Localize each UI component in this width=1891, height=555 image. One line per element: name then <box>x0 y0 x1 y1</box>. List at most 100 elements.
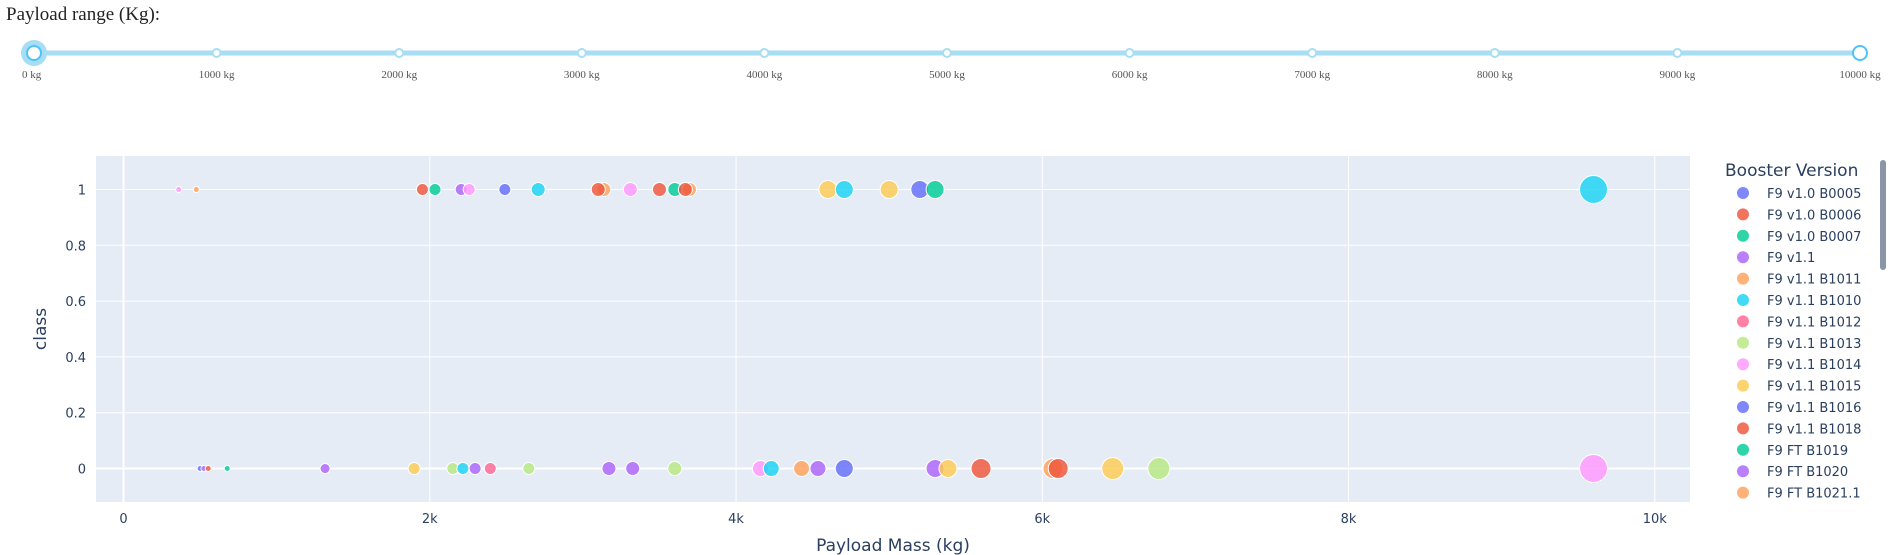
payload-range-slider[interactable]: 0 kg 1000 kg 2000 kg 3000 kg 4000 kg 5000 kg 6… <box>0 0 1891 100</box>
scatter-point[interactable] <box>462 182 476 196</box>
scatter-point[interactable] <box>1042 458 1064 480</box>
scatter-point[interactable] <box>925 179 945 199</box>
scatter-point[interactable] <box>530 181 546 197</box>
scatter-point[interactable] <box>590 181 606 197</box>
slider-tick-label: 4000 kg <box>747 69 783 81</box>
plot-area <box>96 156 1690 502</box>
legend-scrollbar[interactable] <box>1880 160 1886 270</box>
legend-marker[interactable] <box>1737 379 1749 392</box>
legend-title: Booster Version <box>1725 161 1858 181</box>
legend-entry[interactable]: F9 v1.1 B1011 <box>1767 273 1861 288</box>
legend-marker[interactable] <box>1737 401 1749 413</box>
scatter-point[interactable] <box>1147 457 1171 481</box>
scatter-point[interactable] <box>751 460 769 478</box>
legend-entry[interactable]: F9 v1.0 B0006 <box>1767 208 1861 223</box>
y-tick-label: 0 <box>78 463 86 478</box>
scatter-point[interactable] <box>1579 454 1609 484</box>
legend-marker[interactable] <box>1737 272 1749 285</box>
scatter-point[interactable] <box>454 182 468 196</box>
slider-high-handle[interactable] <box>1852 45 1868 61</box>
slider-tick-label: 9000 kg <box>1660 69 1696 81</box>
legend-entry[interactable]: F9 v1.1 <box>1767 251 1815 266</box>
slider-tick-label: 10000 kg <box>1839 69 1881 81</box>
scatter-point[interactable] <box>407 462 421 476</box>
legend-entry[interactable]: F9 v1.1 B1014 <box>1767 358 1861 373</box>
scatter-point[interactable] <box>601 461 617 477</box>
x-tick-label: 8k <box>1341 512 1357 527</box>
legend-marker[interactable] <box>1737 187 1749 199</box>
legend-entry[interactable]: F9 v1.0 B0007 <box>1767 230 1861 245</box>
scatter-point[interactable] <box>446 462 460 476</box>
scatter-point[interactable] <box>834 459 854 479</box>
slider-tick-dot <box>576 48 587 58</box>
scatter-point[interactable] <box>667 461 683 477</box>
scatter-point[interactable] <box>834 179 854 199</box>
legend-entry[interactable]: F9 v1.1 B1015 <box>1767 380 1861 395</box>
scatter-point[interactable] <box>793 460 811 478</box>
scatter-point[interactable] <box>1047 458 1069 480</box>
scatter-point[interactable] <box>319 463 331 475</box>
scatter-point[interactable] <box>192 185 200 193</box>
legend-marker[interactable] <box>1737 251 1749 264</box>
legend-entry[interactable]: F9 v1.0 B0005 <box>1767 187 1861 202</box>
scatter-point[interactable] <box>1579 174 1609 204</box>
legend-marker[interactable] <box>1737 422 1749 435</box>
legend-marker[interactable] <box>1737 486 1749 499</box>
scatter-point[interactable] <box>415 182 429 196</box>
scatter-point[interactable] <box>1101 457 1125 481</box>
legend-entry[interactable]: F9 v1.1 B1018 <box>1767 422 1861 437</box>
scatter-point[interactable] <box>596 181 612 197</box>
slider-tick-label: 7000 kg <box>1294 69 1330 81</box>
scatter-point[interactable] <box>196 465 204 473</box>
scatter-point[interactable] <box>498 182 512 196</box>
scatter-point[interactable] <box>204 465 212 473</box>
scatter-point[interactable] <box>682 181 698 197</box>
legend-marker[interactable] <box>1737 443 1749 456</box>
scatter-point[interactable] <box>879 179 899 199</box>
scatter-point[interactable] <box>651 181 667 197</box>
scatter-point[interactable] <box>200 465 208 473</box>
legend-entry[interactable]: F9 FT B1020 <box>1767 465 1848 480</box>
legend-marker[interactable] <box>1737 229 1749 242</box>
legend-marker[interactable] <box>1737 465 1749 478</box>
scatter-point[interactable] <box>456 462 470 476</box>
legend-entry[interactable]: F9 v1.1 B1016 <box>1767 401 1861 416</box>
scatter-point[interactable] <box>762 460 780 478</box>
slider-low-handle[interactable] <box>26 45 42 61</box>
legend-entry[interactable]: F9 v1.1 B1013 <box>1767 337 1861 352</box>
scatter-point[interactable] <box>428 182 442 196</box>
legend-marker[interactable] <box>1737 358 1749 371</box>
legend-marker[interactable] <box>1737 336 1749 349</box>
y-tick-label: 0.2 <box>65 407 86 422</box>
legend-marker[interactable] <box>1737 208 1749 221</box>
scatter-point[interactable] <box>483 462 497 476</box>
scatter-point[interactable] <box>622 181 638 197</box>
scatter-point[interactable] <box>938 459 958 479</box>
y-tick-label: 0.4 <box>65 351 86 366</box>
y-axis-title: class <box>31 308 51 350</box>
scatter-point[interactable] <box>818 179 838 199</box>
legend-marker[interactable] <box>1737 315 1749 328</box>
y-tick-label: 1 <box>78 183 86 198</box>
slider-tick-dot <box>1489 48 1500 58</box>
legend-marker[interactable] <box>1737 294 1749 306</box>
slider-tick-label: 2000 kg <box>381 69 417 81</box>
legend-entry[interactable]: F9 v1.1 B1012 <box>1767 315 1861 330</box>
slider-tick-dot <box>759 48 770 58</box>
scatter-point[interactable] <box>522 462 536 476</box>
legend-entry[interactable]: F9 FT B1021.1 <box>1767 487 1861 502</box>
scatter-point[interactable] <box>925 459 945 479</box>
scatter-point[interactable] <box>910 179 930 199</box>
legend-entry[interactable]: F9 v1.1 B1010 <box>1767 294 1861 309</box>
scatter-point[interactable] <box>468 462 482 476</box>
scatter-point[interactable] <box>175 185 183 193</box>
slider-tick-dot <box>211 48 222 58</box>
slider-tick-dot <box>394 48 405 58</box>
scatter-point[interactable] <box>677 181 693 197</box>
scatter-point[interactable] <box>809 460 827 478</box>
scatter-point[interactable] <box>223 465 231 473</box>
legend-entry[interactable]: F9 FT B1019 <box>1767 444 1848 459</box>
scatter-point[interactable] <box>667 181 683 197</box>
scatter-point[interactable] <box>970 458 992 480</box>
scatter-point[interactable] <box>625 461 641 477</box>
